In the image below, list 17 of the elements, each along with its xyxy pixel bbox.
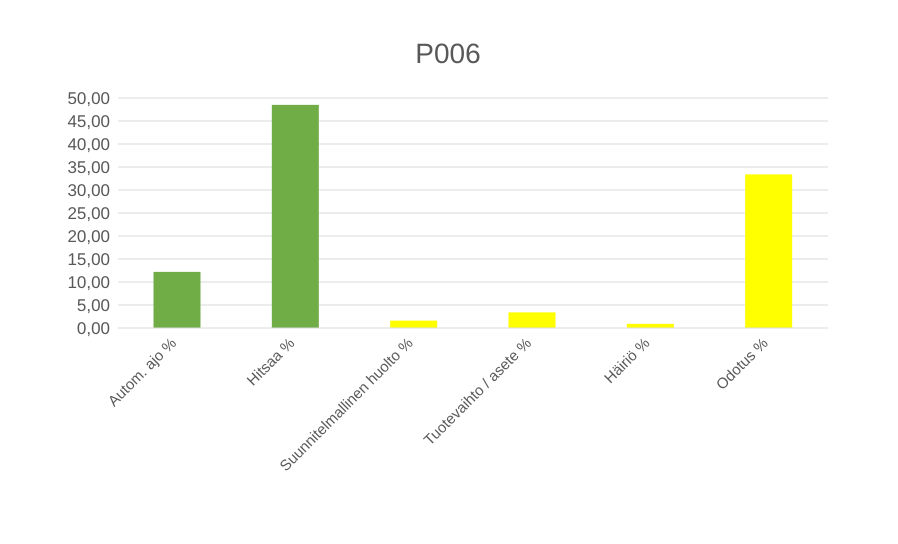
y-tick-label: 15,00 bbox=[67, 250, 110, 270]
y-tick-label: 30,00 bbox=[67, 181, 110, 200]
y-tick-label: 5,00 bbox=[76, 296, 110, 316]
y-tick-label: 25,00 bbox=[67, 204, 110, 224]
y-tick-label: 50,00 bbox=[67, 89, 110, 108]
bar bbox=[745, 174, 792, 328]
y-tick-label: 45,00 bbox=[67, 112, 110, 132]
y-tick-label: 35,00 bbox=[67, 158, 110, 178]
bar bbox=[508, 312, 556, 328]
y-tick-label: 40,00 bbox=[67, 135, 110, 154]
bar bbox=[390, 320, 438, 328]
y-tick-label: 0,00 bbox=[76, 319, 110, 338]
y-tick-label: 10,00 bbox=[67, 273, 110, 292]
bar bbox=[272, 104, 319, 328]
y-tick-label: 20,00 bbox=[67, 227, 110, 246]
bar bbox=[154, 272, 200, 328]
chart-title: P006 bbox=[414, 37, 482, 71]
